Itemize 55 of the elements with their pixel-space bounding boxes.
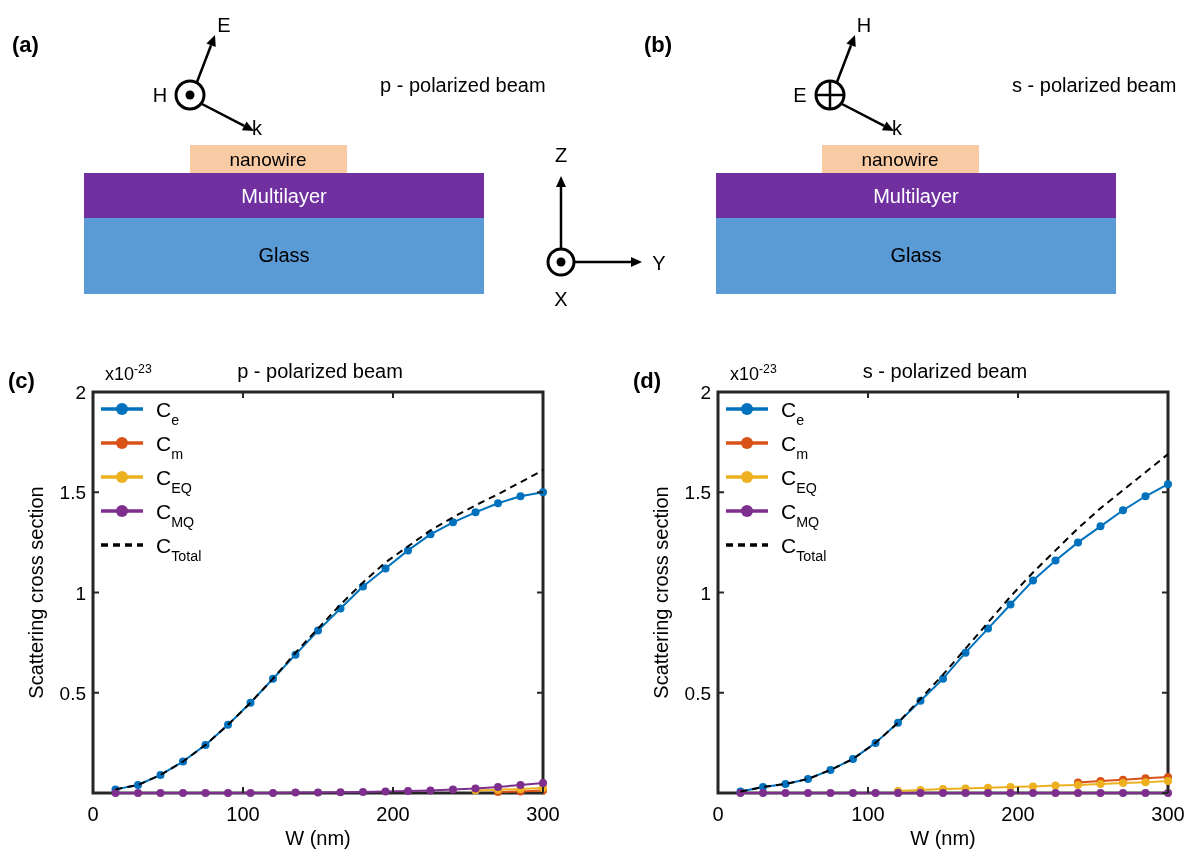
text: p - polarized beam <box>380 74 546 96</box>
text: Multilayer <box>873 185 960 207</box>
x-tick-label: 300 <box>526 803 560 825</box>
text: (d) <box>633 368 662 393</box>
x-tick-label: 200 <box>1001 803 1035 825</box>
chart-title: s - polarized beam <box>862 360 1028 382</box>
y-tick-label: 0.5 <box>684 682 711 704</box>
legend-label: C$_{Total}$ <box>781 534 827 564</box>
y-tick-label: 1 <box>700 582 711 604</box>
x-tick-label: 300 <box>1151 803 1185 825</box>
text: nanowire <box>861 149 939 170</box>
text: Glass <box>890 244 942 266</box>
y-axis-title: Scattering cross section <box>650 486 672 699</box>
legend-label: C$_{m}$ <box>156 432 184 462</box>
text: Glass <box>258 244 310 266</box>
legend-label: C$_{Total}$ <box>156 534 202 564</box>
chart-title: p - polarized beam <box>237 360 403 382</box>
y-tick-label: 2 <box>75 382 86 403</box>
text: E <box>217 14 231 36</box>
x-tick-label: 100 <box>226 803 260 825</box>
text: Z <box>554 144 568 166</box>
legend-label: C$_{e}$ <box>781 398 805 428</box>
y-tick-label: 0.5 <box>59 682 86 704</box>
text: H <box>152 84 168 106</box>
text: s - polarized beam <box>1012 74 1177 96</box>
text: k <box>252 117 263 139</box>
y-tick-label: 2 <box>700 382 711 403</box>
y-tick-label: 1.5 <box>59 482 86 504</box>
text: E <box>793 84 807 106</box>
text: (a) <box>12 32 39 57</box>
legend-label: C$_{EQ}$ <box>156 466 192 496</box>
x-tick-label: 100 <box>851 803 885 825</box>
legend-label: C$_{MQ}$ <box>781 500 820 530</box>
legend-label: C$_{m}$ <box>781 432 809 462</box>
text: X <box>554 288 568 310</box>
legend-label: C$_{e}$ <box>156 398 180 428</box>
text: H <box>856 14 872 36</box>
legend-label: C$_{MQ}$ <box>156 500 195 530</box>
text: nanowire <box>229 149 307 170</box>
text: (c) <box>8 368 35 393</box>
y-tick-label: 1.5 <box>684 482 711 504</box>
text: Multilayer <box>241 185 328 207</box>
text: (b) <box>644 32 673 57</box>
text: Y <box>652 252 666 274</box>
text: k <box>892 117 903 139</box>
text: x10$^{-23}$ <box>730 362 777 384</box>
x-axis-title: W (nm) <box>910 827 976 849</box>
x-tick-label: 200 <box>376 803 410 825</box>
y-tick-label: 1 <box>75 582 86 604</box>
text: x10$^{-23}$ <box>105 362 152 384</box>
x-axis-title: W (nm) <box>285 827 351 849</box>
x-tick-label: 0 <box>712 803 724 825</box>
y-axis-title: Scattering cross section <box>25 486 47 699</box>
legend-label: C$_{EQ}$ <box>781 466 817 496</box>
x-tick-label: 0 <box>87 803 99 825</box>
